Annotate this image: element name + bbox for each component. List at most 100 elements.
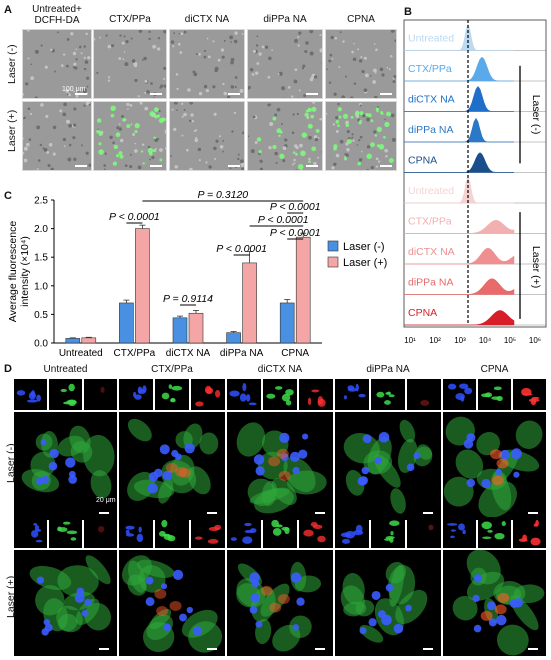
column-label-a-3: diPPa NA: [263, 14, 307, 25]
pvalue-1: P < 0.0001: [109, 211, 160, 223]
flow-xtick-0: 10¹: [404, 336, 416, 345]
brightfield-tile-r1-c1: [93, 101, 167, 171]
channel-thumb-r1-c2-0: [227, 517, 261, 548]
bar-1-2: [188, 312, 204, 344]
pvalue-2: P < 0.0001: [270, 201, 321, 213]
channel-thumb-r1-c3-0: [335, 517, 369, 548]
bar-1-0: [81, 337, 97, 344]
channel-thumb-r0-c4-1: [478, 379, 511, 410]
channel-thumb-r0-c3-2: [407, 379, 441, 410]
flow-sample-label-4: CPNA: [408, 155, 437, 167]
panel-letter-d: D: [4, 363, 12, 375]
brightfield-tile-r1-c3: [247, 101, 323, 171]
flow-sample-label-1: CTX/PPa: [408, 63, 452, 75]
channel-thumb-r1-c0-2: [84, 517, 117, 548]
y-tick-label-1: 0.5: [34, 310, 48, 321]
flow-xtick-5: 10⁶: [529, 336, 541, 345]
flow-xtick-3: 10⁴: [479, 336, 492, 345]
bar-0-0: [65, 338, 81, 344]
brightfield-tile-r0-c2: [169, 29, 245, 99]
histogram-8: [404, 278, 515, 295]
scale-bar: [75, 165, 87, 167]
column-label-d-1: CTX/PPa: [151, 364, 193, 375]
scale-bar: [306, 165, 318, 167]
merged-image-r1-c0: [14, 550, 117, 656]
row-label-d-laser-pos: Laser (+): [5, 575, 17, 618]
row-label-laser-pos: Laser (+): [6, 109, 18, 152]
y-tick-label-5: 2.5: [34, 196, 48, 207]
scale-bar: [423, 512, 433, 514]
pvalue-4: P = 0.9114: [163, 293, 213, 305]
y-tick-label-2: 1.0: [34, 281, 48, 292]
pvalue-6: P < 0.0001: [270, 227, 321, 239]
channel-thumb-r1-c3-2: [407, 517, 441, 548]
brightfield-tile-r1-c0: [22, 101, 92, 171]
scale-bar: [99, 512, 109, 514]
legend-swatch-1: [327, 256, 339, 268]
scale-bar: [75, 93, 87, 95]
channel-thumb-r1-c4-2: [513, 517, 546, 548]
scale-bar: [315, 512, 325, 514]
channel-thumb-r1-c1-0: [119, 517, 153, 548]
flow-sample-label-9: CPNA: [408, 307, 437, 319]
scale-label-a: 100 μm: [62, 86, 86, 93]
flow-sample-label-6: CTX/PPa: [408, 216, 452, 228]
column-label-a-1: CTX/PPa: [109, 14, 151, 25]
histogram-3: [404, 117, 514, 143]
channel-thumb-r1-c1-2: [191, 517, 225, 548]
column-label-a-2: diCTX NA: [184, 14, 230, 25]
pvalue-5: P < 0.0001: [216, 243, 267, 255]
brightfield-tile-r1-c2: [169, 101, 245, 171]
flow-xtick-1: 10²: [429, 336, 441, 345]
scale-bar: [207, 648, 217, 650]
bar-0-2: [172, 317, 188, 344]
merged-image-r1-c2: [227, 550, 333, 656]
channel-thumb-r0-c1-1: [155, 379, 189, 410]
x-tick-label-1: CTX/PPa: [114, 348, 156, 359]
panel-letter-b: B: [404, 6, 412, 18]
merged-image-r1-c3: [335, 550, 441, 656]
channel-thumb-r0-c2-1: [263, 379, 297, 410]
bar-1-3: [242, 262, 257, 344]
histogram-6: [404, 219, 515, 234]
flow-sample-label-8: diPPa NA: [408, 277, 454, 289]
scale-bar: [528, 512, 538, 514]
scale-bar: [306, 93, 318, 95]
x-tick-label-3: diPPa NA: [220, 348, 264, 359]
bar-chart: 0.0 0.5 1.0 1.5 2.0 2.5 Average fluorescencein…: [7, 189, 387, 359]
scale-bar: [150, 93, 162, 95]
histogram-0: [404, 23, 514, 51]
brightfield-tile-r0-c3: [247, 29, 323, 99]
scale-bar: [380, 165, 392, 167]
legend-label-1: Laser (+): [343, 257, 387, 269]
bar-1-1: [135, 228, 150, 344]
histogram-5: [404, 175, 514, 204]
channel-thumb-r1-c4-0: [443, 517, 476, 548]
column-label-a-4: CPNA: [347, 14, 375, 25]
x-tick-label-2: diCTX NA: [166, 348, 211, 359]
scale-bar: [228, 93, 240, 95]
channel-thumb-r0-c3-0: [335, 379, 369, 410]
flow-laser-neg-label: Laser (-): [530, 95, 542, 135]
bar-1-4: [295, 236, 311, 344]
flow-laser-pos-label: Laser (+): [530, 246, 542, 288]
flow-xtick-4: 10⁵: [504, 336, 516, 345]
histogram-2: [404, 85, 514, 112]
scale-bar: [423, 648, 433, 650]
bar-0-3: [226, 332, 241, 344]
scale-bar: [528, 648, 538, 650]
legend-label-0: Laser (-): [343, 241, 385, 253]
brightfield-tile-r0-c1: [93, 29, 167, 99]
brightfield-tile-r0-c0: [22, 29, 92, 99]
scale-label-d: 20 μm: [96, 497, 116, 504]
bar-0-4: [279, 302, 295, 344]
merged-image-r1-c4: [443, 550, 546, 656]
brightfield-tile-r1-c4: [325, 101, 397, 171]
channel-thumb-r1-c1-1: [155, 517, 189, 548]
channel-thumb-r0-c3-1: [371, 379, 405, 410]
flow-frame: [403, 19, 547, 328]
channel-thumb-r0-c2-0: [227, 379, 261, 410]
column-label-d-2: diCTX NA: [257, 364, 303, 375]
scale-bar: [315, 648, 325, 650]
flow-sample-label-5: Untreated: [408, 185, 454, 197]
